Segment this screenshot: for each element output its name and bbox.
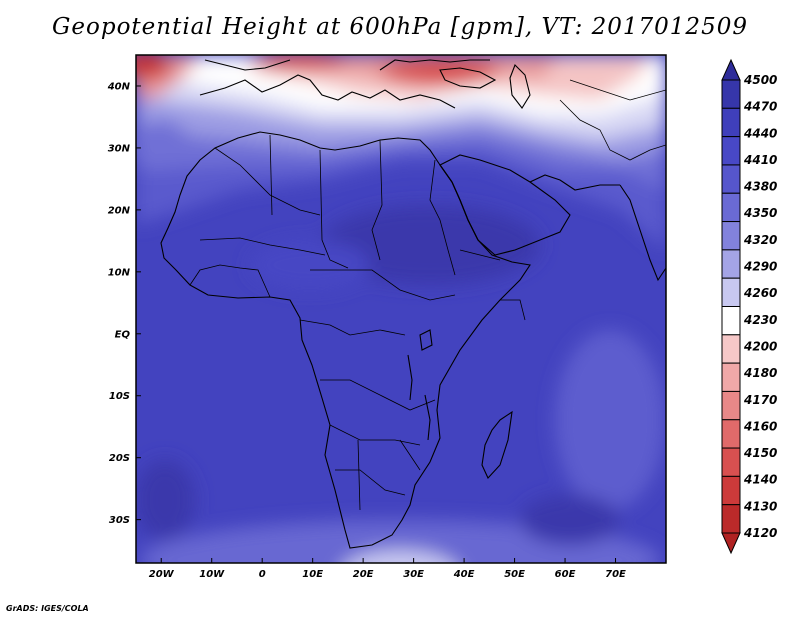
coastlines — [160, 59, 666, 549]
x-tick-label: 20E — [353, 569, 374, 580]
x-tick-label: 20W — [149, 569, 175, 580]
colorbar-swatch — [721, 79, 741, 109]
x-tick-label: 30E — [403, 569, 424, 580]
y-tick-label: EQ — [115, 329, 131, 340]
y-tick-label: 10N — [108, 267, 131, 278]
colorbar-label: 4130 — [743, 499, 777, 513]
colorbar-label: 4500 — [743, 73, 777, 87]
colorbar-swatch — [721, 136, 741, 166]
colorbar-label: 4170 — [743, 393, 777, 407]
colorbar-swatch — [721, 447, 741, 477]
x-tick-label: 70E — [605, 569, 626, 580]
colorbar-label: 4180 — [743, 366, 777, 380]
colorbar-label: 4140 — [743, 473, 777, 487]
colorbar-swatch — [721, 475, 741, 506]
colorbar-label: 4380 — [743, 180, 777, 194]
colorbar-label: 4290 — [743, 260, 777, 274]
colorbar-label: 4150 — [743, 446, 777, 460]
colorbar-label: 4160 — [743, 419, 777, 433]
y-tick-label: 40N — [107, 81, 131, 92]
colorbar-swatch — [721, 362, 741, 392]
colorbar-swatch — [721, 306, 741, 336]
colorbar: 4500 4470 4440 4410 4380 4350 4320 4290 4260 4230… — [721, 58, 777, 555]
map-title: Geopotential Height at 600hPa [gpm], VT:… — [52, 14, 748, 40]
x-tick-label: 50E — [504, 569, 525, 580]
colorbar-swatch — [721, 249, 741, 279]
colorbar-swatch — [721, 164, 741, 194]
height-field — [136, 55, 666, 563]
y-tick-label: 20S — [109, 453, 130, 464]
y-axis: 40N 30N 20N 10N EQ 10S 20S 30S — [107, 81, 141, 526]
x-axis: 20W 10W 0 10E 20E 30E 40E 50E 60E 70E — [149, 558, 626, 580]
y-tick-label: 10S — [109, 391, 130, 402]
colorbar-top-triangle — [721, 58, 741, 81]
y-tick-label: 20N — [108, 205, 131, 216]
colorbar-label: 4440 — [743, 126, 777, 140]
colorbar-swatch — [721, 419, 741, 449]
colorbar-bottom-triangle — [721, 532, 741, 555]
x-tick-label: 10W — [199, 569, 225, 580]
x-tick-label: 60E — [555, 569, 576, 580]
colorbar-swatch — [721, 277, 741, 307]
x-tick-label: 40E — [453, 569, 475, 580]
colorbar-swatch — [721, 221, 741, 251]
x-tick-label: 0 — [259, 569, 266, 580]
x-tick-label: 10E — [302, 569, 323, 580]
colorbar-label: 4200 — [743, 339, 777, 353]
colorbar-swatch — [721, 107, 741, 138]
colorbar-label: 4260 — [743, 286, 777, 300]
colorbar-label: 4410 — [743, 153, 777, 167]
colorbar-label: 4120 — [743, 526, 777, 540]
colorbar-swatch — [721, 390, 741, 421]
plot-frame — [135, 54, 667, 564]
colorbar-label: 4470 — [743, 100, 777, 114]
y-tick-label: 30N — [108, 143, 131, 154]
colorbar-label: 4350 — [743, 206, 777, 220]
colorbar-swatch — [721, 504, 741, 534]
y-tick-label: 30S — [109, 515, 130, 526]
colorbar-label: 4320 — [743, 233, 777, 247]
colorbar-swatch — [721, 334, 741, 364]
colorbar-swatch — [721, 192, 741, 223]
grads-credit: GrADS: IGES/COLA — [6, 604, 89, 613]
colorbar-label: 4230 — [743, 313, 777, 327]
country-borders — [189, 79, 666, 511]
